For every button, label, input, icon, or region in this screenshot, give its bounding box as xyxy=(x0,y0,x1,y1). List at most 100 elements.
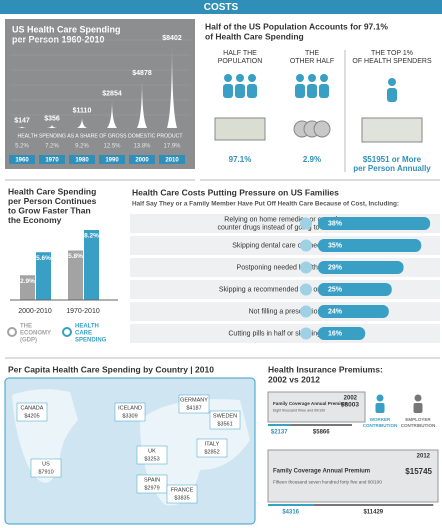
growth-bar xyxy=(20,275,35,300)
year-box xyxy=(9,155,35,164)
spending-panel xyxy=(5,19,195,169)
country-value: $3253 xyxy=(144,456,159,462)
year-box xyxy=(39,155,65,164)
gdp-share: 12.5% xyxy=(103,144,121,150)
population-title: of Health Care Spending xyxy=(205,31,304,41)
growth-title: per Person Continues xyxy=(8,196,97,206)
population-title: Half of the US Population Accounts for 9… xyxy=(205,21,388,31)
item-icon xyxy=(300,327,312,340)
pressure-value: 25% xyxy=(328,286,343,293)
spending-value: $1110 xyxy=(73,108,92,115)
employer-amount: $5866 xyxy=(313,430,330,436)
country-box xyxy=(30,458,62,478)
year-label: 2010 xyxy=(165,158,179,164)
check xyxy=(267,391,366,423)
growth-value: 5.8% xyxy=(68,253,83,260)
worker-amount: $4316 xyxy=(282,510,299,516)
pressure-label: counter drugs instead of going to the do… xyxy=(217,224,353,231)
country-value: $3835 xyxy=(174,495,189,501)
growth-value: 8.2% xyxy=(84,233,99,240)
pressure-label: Skipping a recommended test or treatment xyxy=(219,286,351,293)
check-words: Eight thousand three and 00/100 xyxy=(273,409,325,413)
year-box xyxy=(159,155,185,164)
pressure-bar xyxy=(318,261,404,274)
year-box xyxy=(99,155,125,164)
bill-icon xyxy=(214,117,266,141)
year-label: 1970 xyxy=(45,158,59,164)
employer-bar xyxy=(290,424,353,426)
pressure-bar xyxy=(318,305,389,318)
country-box xyxy=(196,438,228,458)
country-name: UK xyxy=(148,448,156,454)
pressure-subtitle: Half Say They or a Family Member Have Pu… xyxy=(132,201,399,208)
premium-legend: EMPLOYER xyxy=(405,417,431,422)
group-label: POPULATION xyxy=(218,58,263,65)
legend-label: THE xyxy=(20,324,32,330)
check-heading: Family Coverage Annual Premium xyxy=(273,401,347,406)
country-value: $4187 xyxy=(186,405,201,411)
check-year: 2012 xyxy=(417,454,431,460)
item-icon xyxy=(300,261,312,274)
growth-title: the Economy xyxy=(8,215,62,225)
pressure-value: 38% xyxy=(328,220,343,227)
premiums-title: 2002 vs 2012 xyxy=(268,374,320,384)
legend-label: CARE xyxy=(75,331,92,337)
growth-bar xyxy=(36,252,51,300)
period-label: 1970-2010 xyxy=(66,308,100,315)
pressure-bar xyxy=(318,217,431,230)
premium-legend: CONTRIBUTION xyxy=(363,423,398,428)
spending-title: US Health Care Spending xyxy=(12,24,121,34)
gdp-share: 13.8% xyxy=(133,144,151,150)
check xyxy=(267,449,439,503)
worker-bar xyxy=(268,424,291,426)
person-icon xyxy=(236,74,244,82)
country-value: $7910 xyxy=(38,469,53,475)
country-value: $4205 xyxy=(24,413,39,419)
pressure-label: Skipping dental care or check-ups xyxy=(232,242,338,249)
check-amount: $15745 xyxy=(405,467,432,476)
legend-label: SPENDING xyxy=(75,338,107,344)
group-label: THE xyxy=(305,50,319,57)
item-icon xyxy=(300,239,312,252)
cash-icon xyxy=(361,117,423,143)
country-box xyxy=(209,410,241,430)
country-name: ICELAND xyxy=(118,405,142,411)
legend-icon xyxy=(414,394,422,402)
header-title: COSTS xyxy=(204,2,239,13)
legend-label: ECONOMY xyxy=(20,331,51,337)
year-label: 1990 xyxy=(105,158,119,164)
gdp-share: 5.2% xyxy=(15,144,29,150)
spending-title: per Person 1960-2010 xyxy=(12,34,105,44)
spending-spike xyxy=(107,99,117,128)
legend-label: HEALTH xyxy=(75,324,99,330)
pressure-bar xyxy=(318,283,392,296)
premiums-title: Health Insurance Premiums: xyxy=(268,364,383,374)
pressure-bar xyxy=(318,327,366,340)
person-icon xyxy=(319,84,329,98)
growth-bar xyxy=(68,250,83,300)
legend-icon xyxy=(375,403,385,413)
person-icon xyxy=(308,74,316,82)
header-bar xyxy=(0,0,442,14)
group-value: $51951 or More xyxy=(363,155,422,164)
person-icon xyxy=(235,84,245,98)
person-icon xyxy=(388,78,396,86)
item-icon xyxy=(300,217,312,230)
spending-value: $8402 xyxy=(162,35,182,42)
growth-value: 5.6% xyxy=(36,255,51,262)
year-label: 2000 xyxy=(135,158,149,164)
spending-value: $147 xyxy=(14,117,30,124)
person-icon xyxy=(223,84,233,98)
gdp-share: 9.2% xyxy=(75,144,89,150)
spending-spike xyxy=(167,43,177,129)
person-icon xyxy=(307,84,317,98)
growth-title: Health Care Spending xyxy=(8,186,96,196)
item-icon xyxy=(300,283,312,296)
person-icon xyxy=(247,84,257,98)
legend-icon xyxy=(413,403,423,413)
country-value: $2979 xyxy=(144,485,159,491)
country-box xyxy=(114,402,146,422)
map-title: Per Capita Health Care Spending by Count… xyxy=(8,364,214,374)
pressure-value: 24% xyxy=(328,308,343,315)
growth-title: to Grow Faster Than xyxy=(8,205,91,215)
